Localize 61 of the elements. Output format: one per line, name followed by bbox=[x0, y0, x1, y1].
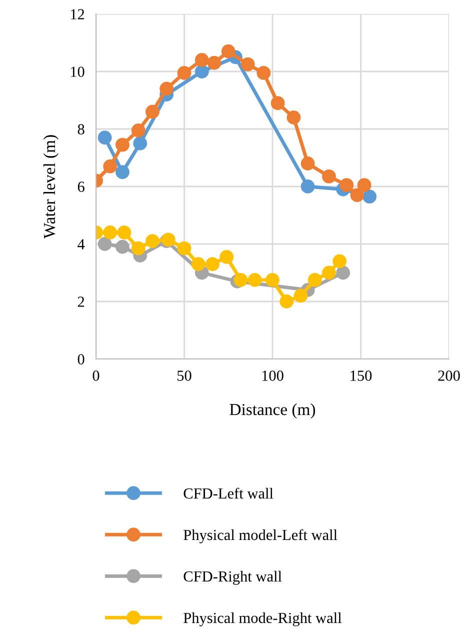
point bbox=[322, 266, 336, 280]
point bbox=[300, 156, 315, 170]
point bbox=[266, 272, 280, 287]
x-tick-label: 50 bbox=[178, 370, 192, 381]
point bbox=[280, 294, 294, 308]
point bbox=[332, 254, 347, 268]
point bbox=[240, 57, 255, 72]
point bbox=[248, 272, 262, 287]
point bbox=[103, 226, 118, 240]
point bbox=[336, 266, 350, 280]
point bbox=[221, 44, 236, 58]
point bbox=[116, 240, 130, 254]
point bbox=[220, 250, 234, 264]
point bbox=[98, 237, 112, 251]
point bbox=[194, 53, 209, 67]
point bbox=[117, 226, 132, 240]
x-tick-label: 200 bbox=[438, 370, 460, 381]
y-tick-label: 8 bbox=[78, 124, 84, 134]
point bbox=[308, 272, 322, 287]
legend-label: CFD-Right wall bbox=[184, 570, 282, 585]
point bbox=[116, 165, 130, 180]
point bbox=[206, 257, 220, 272]
point bbox=[146, 104, 160, 119]
legend-label: Physical mode-Right wall bbox=[184, 612, 342, 626]
x-axis-title: Distance (m) bbox=[230, 403, 316, 419]
point bbox=[131, 241, 146, 256]
y-tick-label: 2 bbox=[78, 296, 84, 307]
legend-label: Physical model-Left wall bbox=[184, 529, 338, 544]
point bbox=[286, 110, 301, 124]
y-axis-title: Water level (m) bbox=[43, 135, 58, 239]
point bbox=[357, 178, 372, 192]
x-tick-label: 100 bbox=[262, 370, 284, 381]
point bbox=[177, 241, 192, 256]
y-tick-label: 6 bbox=[78, 182, 84, 192]
point bbox=[191, 257, 206, 272]
point bbox=[207, 56, 222, 70]
point bbox=[146, 234, 160, 248]
point bbox=[116, 138, 130, 152]
y-tick-label: 10 bbox=[70, 66, 84, 77]
y-tick-label: 4 bbox=[78, 239, 85, 250]
point bbox=[270, 96, 285, 110]
x-tick-label: 0 bbox=[92, 370, 100, 381]
point bbox=[177, 66, 192, 80]
point bbox=[103, 159, 118, 174]
point bbox=[322, 169, 336, 184]
y-tick-label: 12 bbox=[70, 9, 84, 20]
x-tick-label: 150 bbox=[350, 370, 372, 381]
point bbox=[350, 188, 364, 202]
point bbox=[160, 82, 174, 96]
point bbox=[194, 64, 209, 78]
point bbox=[131, 123, 146, 138]
point bbox=[294, 288, 308, 303]
point bbox=[234, 272, 248, 287]
point bbox=[98, 130, 112, 145]
point bbox=[340, 178, 354, 192]
point bbox=[256, 66, 271, 80]
point bbox=[362, 190, 377, 204]
legend-label: CFD-Left wall bbox=[184, 488, 274, 499]
point bbox=[300, 180, 315, 194]
y-tick-label: 0 bbox=[78, 354, 84, 364]
point bbox=[133, 136, 148, 150]
